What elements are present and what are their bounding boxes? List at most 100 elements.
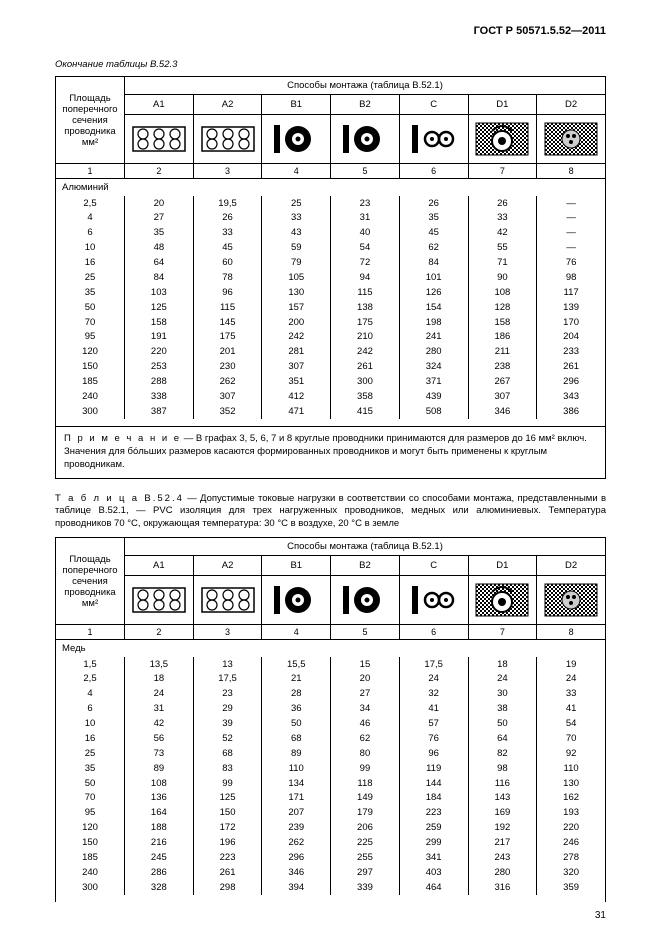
value-cell: 13: [193, 657, 262, 672]
method-label: A2: [193, 556, 262, 576]
table1-col-label: Площадь поперечного сечения проводника м…: [56, 77, 125, 164]
col-number: 3: [193, 164, 262, 179]
method-label: A1: [125, 556, 194, 576]
value-cell: 35: [399, 211, 468, 226]
method-label: D2: [537, 95, 606, 115]
value-cell: 307: [262, 360, 331, 375]
value-cell: 18: [125, 672, 194, 687]
value-cell: 15,5: [262, 657, 331, 672]
method-icon: [468, 115, 537, 164]
value-cell: 17,5: [399, 657, 468, 672]
col-number: 4: [262, 164, 331, 179]
value-cell: 126: [399, 285, 468, 300]
value-cell: 45: [399, 226, 468, 241]
value-cell: 164: [125, 806, 194, 821]
size-cell: 70: [56, 791, 125, 806]
value-cell: 62: [399, 241, 468, 256]
value-cell: 79: [262, 256, 331, 271]
value-cell: 24: [125, 687, 194, 702]
size-cell: 16: [56, 731, 125, 746]
value-cell: 119: [399, 761, 468, 776]
value-cell: 55: [468, 241, 537, 256]
value-cell: 136: [125, 791, 194, 806]
value-cell: 359: [537, 880, 606, 895]
size-cell: 35: [56, 285, 125, 300]
size-cell: 150: [56, 360, 125, 375]
value-cell: 34: [331, 702, 400, 717]
size-cell: 240: [56, 389, 125, 404]
value-cell: 28: [262, 687, 331, 702]
value-cell: 130: [262, 285, 331, 300]
value-cell: 125: [193, 791, 262, 806]
value-cell: 296: [537, 375, 606, 390]
value-cell: 352: [193, 404, 262, 419]
value-cell: 45: [193, 241, 262, 256]
value-cell: 115: [331, 285, 400, 300]
value-cell: 125: [125, 300, 194, 315]
value-cell: 46: [331, 717, 400, 732]
value-cell: 192: [468, 821, 537, 836]
value-cell: 341: [399, 850, 468, 865]
value-cell: 60: [193, 256, 262, 271]
value-cell: 26: [193, 211, 262, 226]
table1-note: П р и м е ч а н и е — В графах 3, 5, 6, …: [56, 427, 606, 478]
method-icon: [331, 576, 400, 625]
table2-methods-title: Способы монтажа (таблица В.52.1): [125, 538, 606, 556]
value-cell: 139: [537, 300, 606, 315]
size-cell: 95: [56, 806, 125, 821]
value-cell: 38: [468, 702, 537, 717]
value-cell: 204: [537, 330, 606, 345]
value-cell: 110: [262, 761, 331, 776]
value-cell: 386: [537, 404, 606, 419]
size-cell: 4: [56, 687, 125, 702]
value-cell: 68: [262, 731, 331, 746]
value-cell: 78: [193, 270, 262, 285]
value-cell: 96: [193, 285, 262, 300]
size-cell: 10: [56, 241, 125, 256]
value-cell: 201: [193, 345, 262, 360]
value-cell: 99: [331, 761, 400, 776]
value-cell: 233: [537, 345, 606, 360]
value-cell: 508: [399, 404, 468, 419]
value-cell: 206: [331, 821, 400, 836]
size-cell: 35: [56, 761, 125, 776]
value-cell: 138: [331, 300, 400, 315]
value-cell: 39: [193, 717, 262, 732]
value-cell: 29: [193, 702, 262, 717]
value-cell: 101: [399, 270, 468, 285]
value-cell: 172: [193, 821, 262, 836]
method-icon: [537, 115, 606, 164]
value-cell: 24: [399, 672, 468, 687]
value-cell: 84: [125, 270, 194, 285]
col-number: 3: [193, 625, 262, 640]
value-cell: 169: [468, 806, 537, 821]
value-cell: 170: [537, 315, 606, 330]
size-cell: 300: [56, 880, 125, 895]
value-cell: 288: [125, 375, 194, 390]
value-cell: 338: [125, 389, 194, 404]
value-cell: 157: [262, 300, 331, 315]
value-cell: 230: [193, 360, 262, 375]
value-cell: 24: [468, 672, 537, 687]
value-cell: 21: [262, 672, 331, 687]
value-cell: 220: [537, 821, 606, 836]
value-cell: 196: [193, 836, 262, 851]
value-cell: —: [537, 211, 606, 226]
value-cell: 30: [468, 687, 537, 702]
value-cell: 216: [125, 836, 194, 851]
method-icon: [262, 115, 331, 164]
value-cell: 41: [399, 702, 468, 717]
value-cell: 130: [537, 776, 606, 791]
value-cell: 82: [468, 746, 537, 761]
value-cell: 286: [125, 865, 194, 880]
value-cell: 33: [262, 211, 331, 226]
method-icon: [399, 115, 468, 164]
value-cell: 84: [399, 256, 468, 271]
value-cell: 68: [193, 746, 262, 761]
value-cell: 253: [125, 360, 194, 375]
value-cell: 243: [468, 850, 537, 865]
size-cell: 50: [56, 776, 125, 791]
value-cell: 50: [468, 717, 537, 732]
value-cell: 262: [262, 836, 331, 851]
value-cell: 20: [331, 672, 400, 687]
